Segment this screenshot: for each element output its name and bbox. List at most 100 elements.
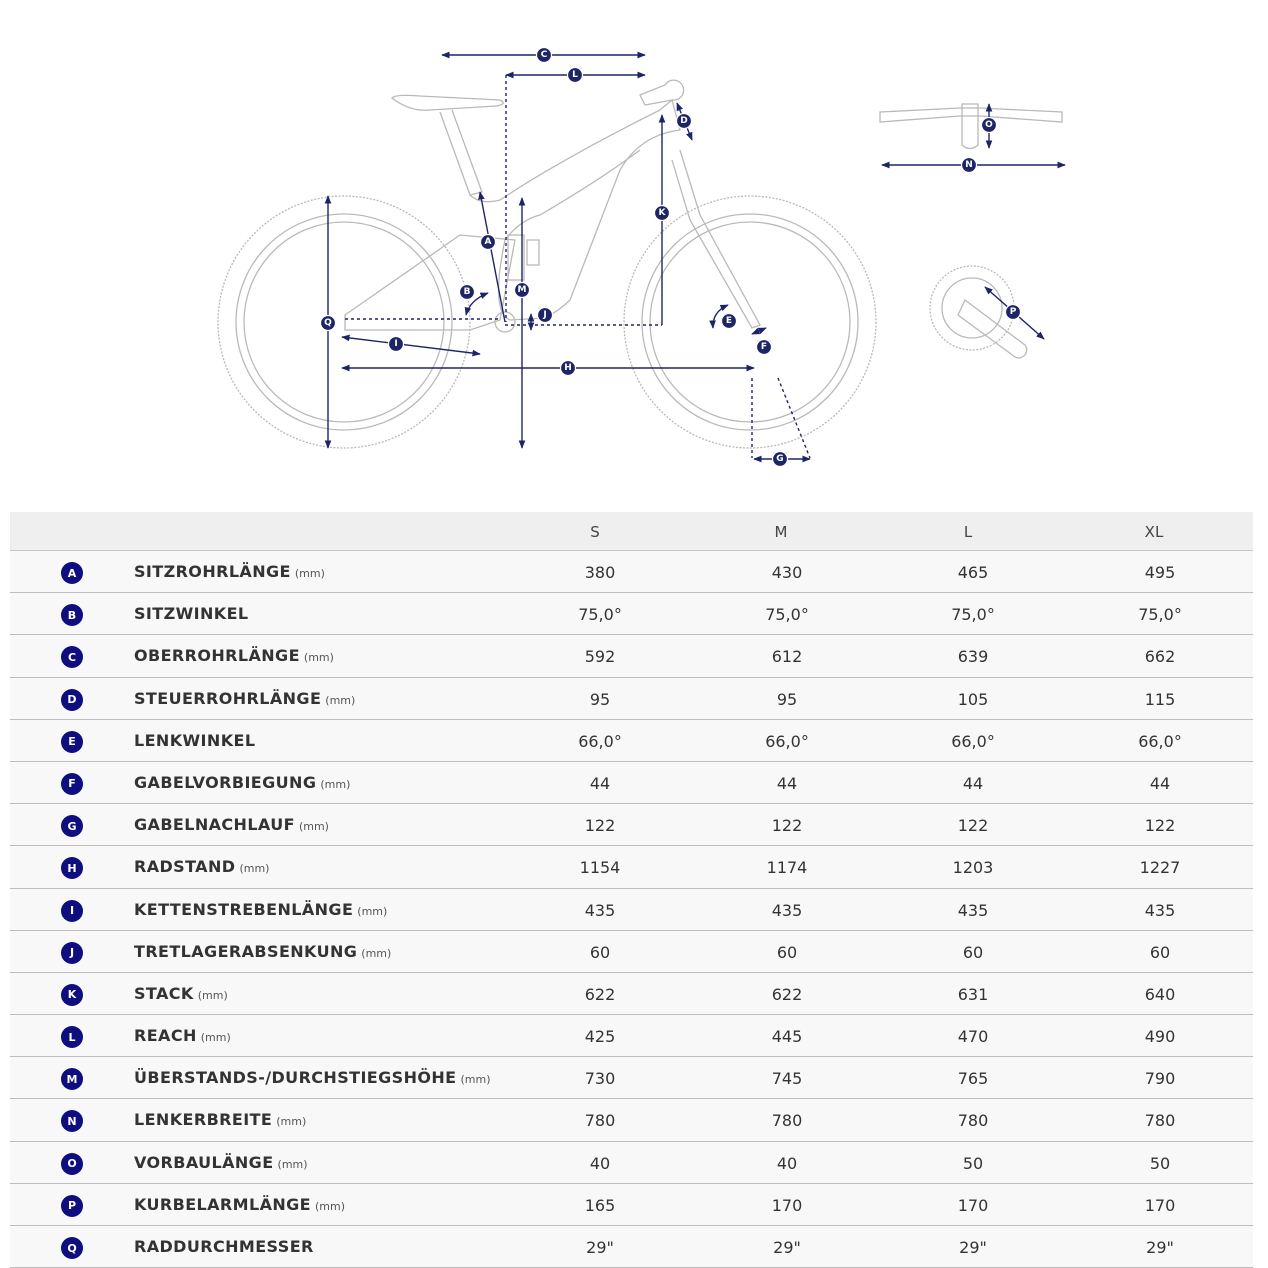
table-row: K STACK (mm) 622 622 631 640 xyxy=(10,972,1253,1016)
marker-m: M xyxy=(513,281,531,299)
value-cell: 612 xyxy=(771,647,803,667)
table-row: Q RADDURCHMESSER 29" 29" 29" 29" xyxy=(10,1226,1253,1268)
value-cell: 60 xyxy=(776,942,798,962)
marker-c: C xyxy=(535,46,553,64)
svg-text:N: N xyxy=(965,160,973,170)
marker-p: P xyxy=(1004,303,1022,321)
value-cell: 470 xyxy=(957,1027,989,1047)
value-cell: 622 xyxy=(584,984,616,1004)
measurement-name: GABELVORBIEGUNG xyxy=(134,772,317,792)
measurement-unit: (mm) xyxy=(294,567,325,580)
value-cell: 435 xyxy=(1144,900,1176,920)
value-cell: 662 xyxy=(1144,647,1176,667)
value-cell: 105 xyxy=(957,689,989,709)
letter-badge: K xyxy=(61,983,83,1006)
measurement-label: REACH (mm) xyxy=(134,1026,231,1045)
value-cell: 122 xyxy=(957,816,989,836)
measurement-unit: (mm) xyxy=(357,904,388,918)
value-cell: 122 xyxy=(771,816,803,836)
value-cell: 425 xyxy=(584,1027,616,1047)
measurement-label: SITZROHRLÄNGE (mm) xyxy=(134,562,325,581)
value-cell: 40 xyxy=(776,1153,798,1173)
value-cell: 1154 xyxy=(579,858,621,878)
measurement-label: OBERROHRLÄNGE (mm) xyxy=(134,646,334,665)
letter-badge: B xyxy=(61,604,83,627)
value-cell: 122 xyxy=(1144,816,1176,836)
table-row: M ÜBERSTANDS-/DURCHSTIEGSHÖHE (mm) 730 745 76… xyxy=(10,1057,1253,1100)
value-cell: 1203 xyxy=(952,858,994,878)
value-cell: 75,0° xyxy=(578,605,622,625)
measurement-unit: (mm) xyxy=(298,820,329,834)
measurement-unit: (mm) xyxy=(361,946,392,960)
marker-h: H xyxy=(559,359,577,377)
value-cell: 435 xyxy=(771,900,803,920)
value-cell: 445 xyxy=(771,1027,803,1047)
letter-badge: Q xyxy=(61,1237,83,1259)
marker-l: L xyxy=(566,66,584,84)
value-cell: 66,0° xyxy=(578,731,622,751)
measurement-name: RADDURCHMESSER xyxy=(134,1237,314,1256)
marker-e: E xyxy=(720,312,738,330)
measurement-name: STEUERROHRLÄNGE xyxy=(134,688,322,708)
value-cell: 66,0° xyxy=(951,731,995,751)
value-cell: 95 xyxy=(776,689,798,709)
measurement-name: TRETLAGERABSENKUNG xyxy=(134,941,358,961)
measurement-unit: (mm) xyxy=(277,1157,308,1171)
svg-text:C: C xyxy=(541,50,548,60)
value-cell: 631 xyxy=(957,984,989,1004)
measurement-label: STACK (mm) xyxy=(134,984,228,1003)
marker-k: K xyxy=(653,204,671,222)
value-cell: 60 xyxy=(589,942,611,962)
letter-badge: J xyxy=(61,941,83,964)
measurement-label: STEUERROHRLÄNGE (mm) xyxy=(134,689,355,708)
value-cell: 435 xyxy=(957,900,989,920)
measurement-label: KURBELARMLÄNGE (mm) xyxy=(134,1195,345,1214)
table-row: I KETTENSTREBENLÄNGE (mm) 435 435 435 435 xyxy=(10,888,1253,931)
value-cell: 44 xyxy=(776,773,798,793)
value-cell: 170 xyxy=(771,1195,803,1215)
value-cell: 60 xyxy=(962,942,984,962)
letter-badge: P xyxy=(61,1194,83,1217)
measurement-name: LENKWINKEL xyxy=(134,730,256,750)
value-cell: 44 xyxy=(589,773,611,793)
value-cell: 75,0° xyxy=(951,605,995,625)
measurement-unit: (mm) xyxy=(239,862,270,876)
table-row: F GABELVORBIEGUNG (mm) 44 44 44 44 xyxy=(10,761,1253,805)
marker-g: G xyxy=(771,450,789,468)
letter-badge: O xyxy=(61,1152,83,1175)
table-row: H RADSTAND (mm) 1154 1174 1203 1227 xyxy=(10,846,1253,889)
value-cell: 495 xyxy=(1144,563,1176,582)
column-header-m: M xyxy=(774,523,788,541)
value-cell: 790 xyxy=(1144,1069,1176,1089)
value-cell: 95 xyxy=(589,689,611,709)
svg-text:J: J xyxy=(542,310,546,320)
measurement-name: GABELNACHLAUF xyxy=(134,815,295,835)
column-header-s: S xyxy=(590,523,600,541)
measurement-label: ÜBERSTANDS-/DURCHSTIEGSHÖHE (mm) xyxy=(134,1068,491,1087)
value-cell: 170 xyxy=(1144,1195,1176,1215)
value-cell: 29" xyxy=(773,1238,801,1257)
measurement-label: RADDURCHMESSER xyxy=(134,1237,314,1256)
letter-badge: H xyxy=(61,857,83,880)
measurement-unit: (mm) xyxy=(320,777,351,791)
value-cell: 745 xyxy=(771,1069,803,1089)
value-cell: 780 xyxy=(771,1111,803,1131)
value-cell: 122 xyxy=(584,816,616,836)
value-cell: 430 xyxy=(771,563,803,582)
letter-badge: F xyxy=(61,772,83,795)
value-cell: 639 xyxy=(957,647,989,667)
measurement-label: SITZWINKEL xyxy=(134,604,249,623)
svg-text:H: H xyxy=(564,363,572,373)
table-row: P KURBELARMLÄNGE (mm) 165 170 170 170 xyxy=(10,1183,1253,1226)
table-row: J TRETLAGERABSENKUNG (mm) 60 60 60 60 xyxy=(10,930,1253,973)
measurement-name: KETTENSTREBENLÄNGE xyxy=(134,899,354,919)
value-cell: 730 xyxy=(584,1069,616,1089)
value-cell: 29" xyxy=(1146,1238,1174,1257)
value-cell: 435 xyxy=(584,900,616,920)
value-cell: 29" xyxy=(586,1238,614,1257)
marker-o: O xyxy=(980,116,998,134)
marker-b: B xyxy=(458,283,476,301)
value-cell: 75,0° xyxy=(1138,605,1182,625)
value-cell: 50 xyxy=(1149,1153,1171,1173)
letter-badge: G xyxy=(61,815,83,838)
